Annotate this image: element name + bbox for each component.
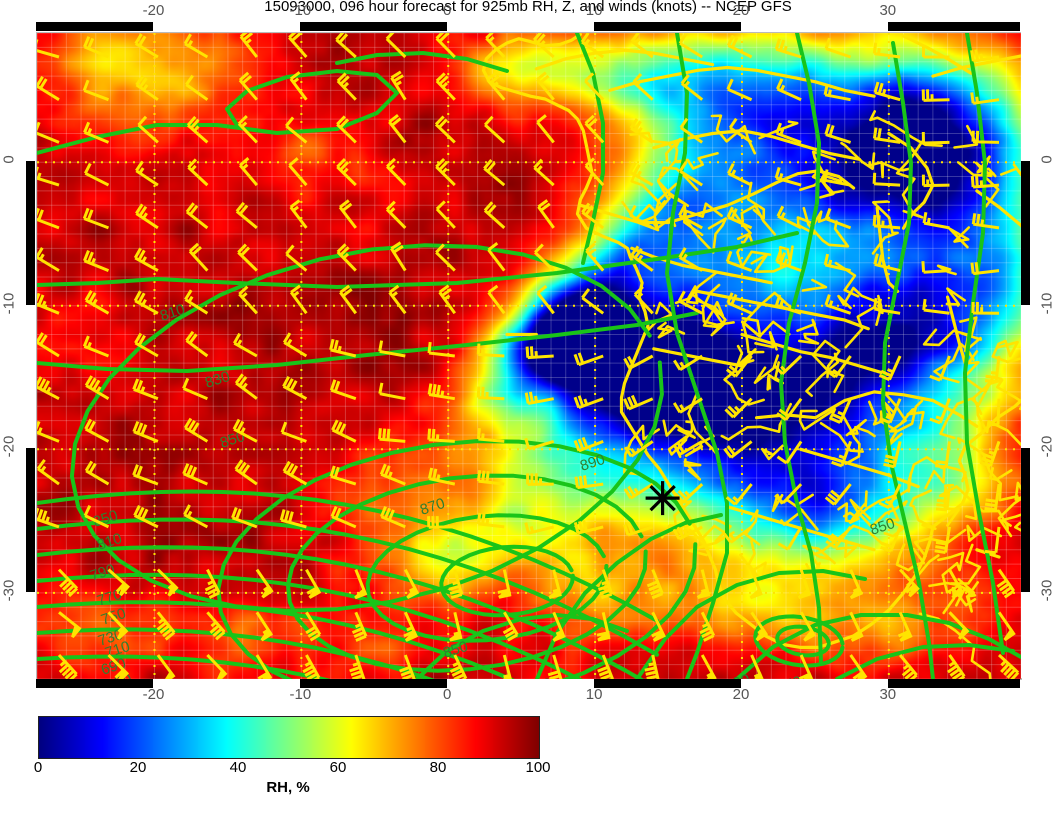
x-axis-band-top [887,22,1020,31]
y-axis-band-right [1021,161,1030,305]
x-tick-label-bottom: -10 [289,686,312,703]
x-tick-label-bottom: -20 [142,686,165,703]
rh-heatmap-field [37,33,1021,679]
colorbar-title: RH, % [266,779,310,796]
x-axis-band-bottom [594,679,741,688]
x-tick-label-top: 0 [443,2,452,19]
y-tick-label-left: -20 [0,435,18,458]
x-tick-label-top: -20 [142,2,165,19]
y-tick-label-right: -30 [1038,579,1056,602]
y-axis-band-left [26,161,35,305]
x-axis-band-bottom [300,679,448,688]
x-axis-band-bottom [740,679,888,688]
x-tick-label-bottom: 30 [879,686,897,703]
y-axis-band-right [1021,591,1030,678]
x-axis-band-bottom [447,679,595,688]
colorbar-tick-label: 100 [525,759,551,776]
y-tick-label-left: -10 [0,292,18,315]
x-axis-band-top [594,22,741,31]
y-axis-band-left [26,32,35,162]
y-tick-label-left: 0 [0,155,18,164]
map-plot-area[interactable]: 8108308508708508908107907708508107907707… [36,32,1022,680]
colorbar [38,716,540,759]
x-axis-band-bottom [887,679,1020,688]
y-tick-label-left: -30 [0,579,18,602]
colorbar-tick-label: 80 [429,759,447,776]
x-axis-band-top [153,22,301,31]
y-axis-band-left [26,304,35,449]
x-tick-label-top: 20 [732,2,750,19]
x-axis-band-top [740,22,888,31]
colorbar-tick-label: 60 [329,759,347,776]
y-axis-band-left [26,448,35,592]
x-tick-label-bottom: 20 [732,686,750,703]
x-tick-label-top: 10 [585,2,603,19]
y-axis-band-right [1021,448,1030,592]
x-axis-band-top [36,22,154,31]
x-tick-label-top: 30 [879,2,897,19]
colorbar-tick-label: 40 [229,759,247,776]
y-axis-band-right [1021,304,1030,449]
y-axis-band-right [1021,32,1030,162]
x-tick-label-bottom: 0 [443,686,452,703]
colorbar-tick-label: 0 [33,759,43,776]
y-tick-label-right: 0 [1038,155,1056,164]
colorbar-tick-label: 20 [129,759,147,776]
x-axis-band-top [300,22,448,31]
x-tick-label-top: -10 [289,2,312,19]
x-axis-band-bottom [36,679,154,688]
page-title: 15093000, 096 hour forecast for 925mb RH… [264,0,792,15]
y-axis-band-left [26,591,35,678]
x-axis-band-bottom [153,679,301,688]
y-tick-label-right: -20 [1038,435,1056,458]
x-axis-band-top [447,22,595,31]
x-tick-label-bottom: 10 [585,686,603,703]
y-tick-label-right: -10 [1038,292,1056,315]
